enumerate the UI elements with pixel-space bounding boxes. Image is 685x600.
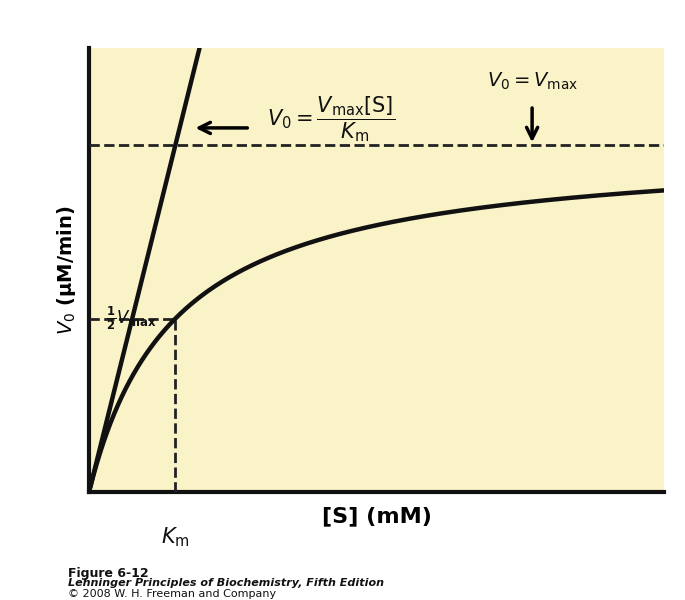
Text: $\mathit{V}_0 = \mathit{V}_\mathrm{max}$: $\mathit{V}_0 = \mathit{V}_\mathrm{max}$ [486, 71, 577, 92]
Y-axis label: $V_0$ (μM/min): $V_0$ (μM/min) [55, 205, 78, 335]
Text: $\mathit{V}_0 = \dfrac{\mathit{V}_\mathrm{max}[\mathrm{S}]}{\mathit{K}_\mathrm{m: $\mathit{V}_0 = \dfrac{\mathit{V}_\mathr… [267, 94, 395, 144]
Text: Lehninger Principles of Biochemistry, Fifth Edition: Lehninger Principles of Biochemistry, Fi… [68, 578, 384, 588]
Text: $\mathregular{\frac{1}{2}}V_\mathregular{max}$: $\mathregular{\frac{1}{2}}V_\mathregular… [106, 305, 157, 332]
Text: © 2008 W. H. Freeman and Company: © 2008 W. H. Freeman and Company [68, 589, 277, 599]
X-axis label: [S] (mM): [S] (mM) [322, 506, 432, 526]
Text: $\mathit{K}_\mathrm{m}$: $\mathit{K}_\mathrm{m}$ [161, 526, 190, 549]
Text: Figure 6-12: Figure 6-12 [68, 567, 149, 580]
